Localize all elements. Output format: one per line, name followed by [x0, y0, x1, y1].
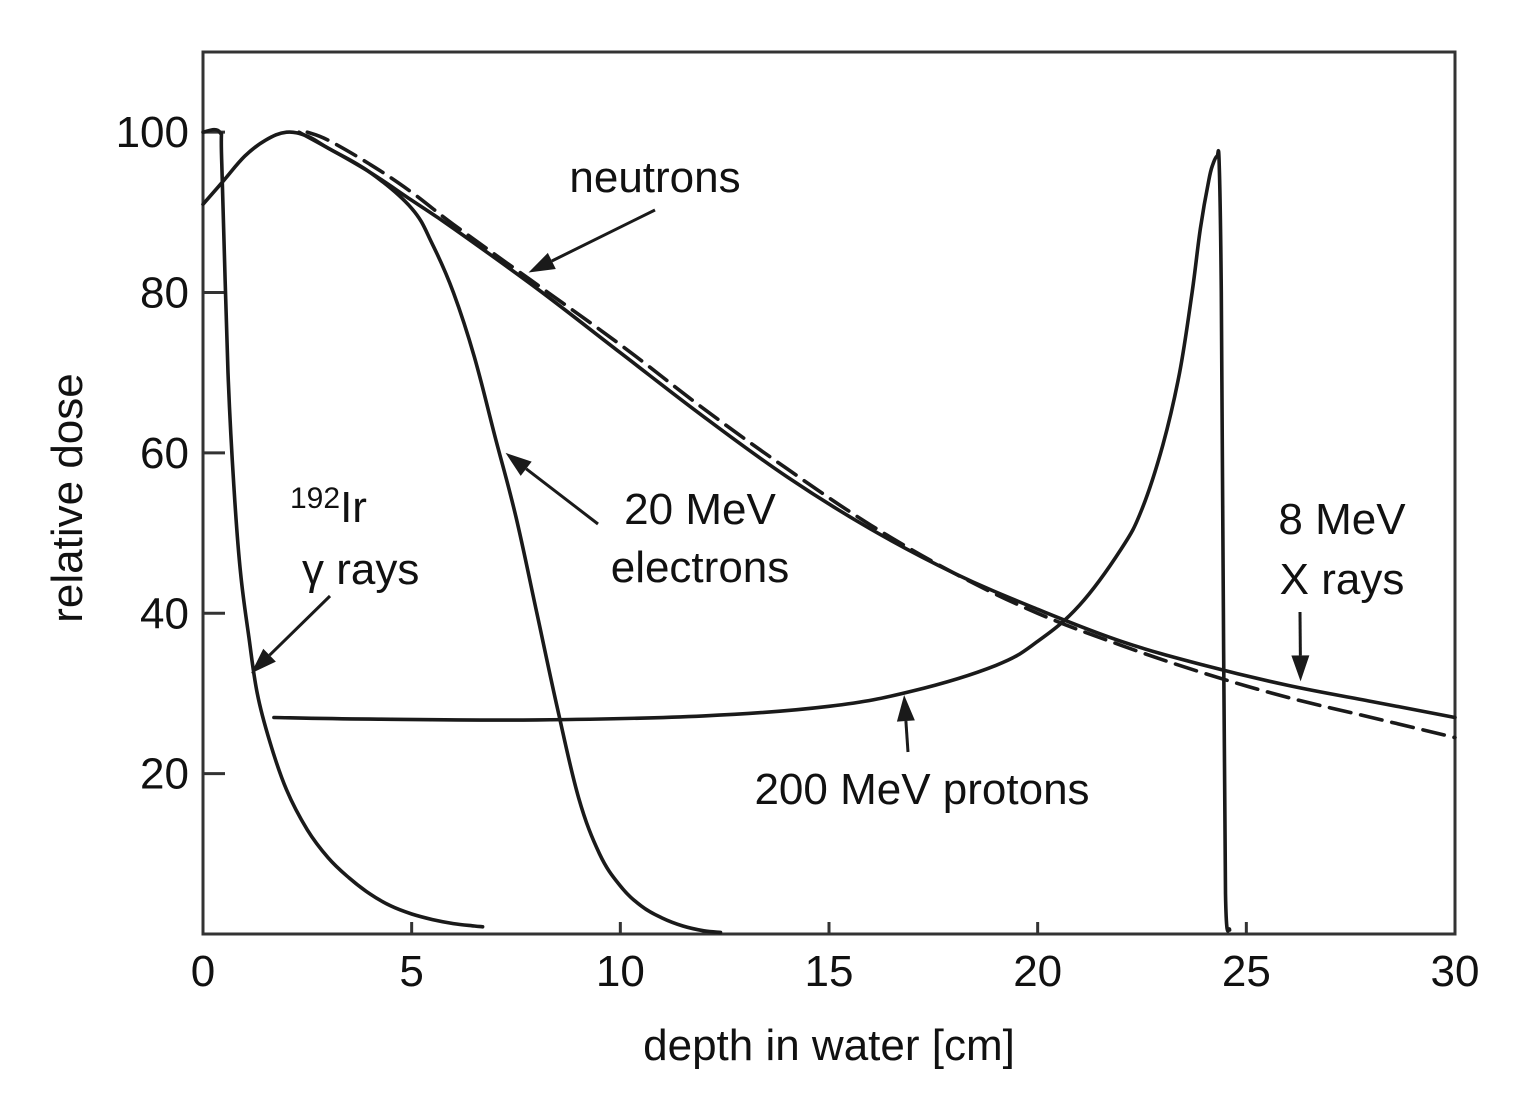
annotation-xrays-line1: 8 MeV	[1278, 495, 1406, 544]
y-axis-label: relative dose	[43, 373, 92, 622]
x-tick-label-15: 15	[805, 947, 854, 996]
x-tick-label-5: 5	[399, 947, 423, 996]
annotation-ir-gamma-superscript: 192	[290, 482, 340, 515]
y-tick-label-60: 60	[140, 429, 189, 478]
arrow-electrons	[505, 452, 599, 526]
annotation-ir-gamma-element: Ir	[340, 483, 367, 532]
curves	[201, 127, 1457, 935]
y-tick-label-100: 100	[116, 108, 189, 157]
x-tick-label-0: 0	[191, 947, 215, 996]
arrow-neutrons	[528, 208, 656, 273]
y-tick-label-20: 20	[140, 750, 189, 799]
y-tick-label-40: 40	[140, 589, 189, 638]
arrow-protons	[896, 695, 915, 753]
annotation-xrays-line2: X rays	[1280, 555, 1405, 604]
arrow-xrays	[1291, 611, 1310, 682]
tick-labels: 0 5 10 15 20 25 30 20 40 60 80 100	[116, 108, 1480, 996]
x-axis-label: depth in water [cm]	[643, 1021, 1015, 1070]
annotation-protons: 200 MeV protons	[754, 765, 1089, 814]
arrow-ir-gamma	[250, 594, 332, 674]
x-tick-label-30: 30	[1431, 947, 1480, 996]
series-neutrons	[305, 130, 1457, 740]
y-tick-label-80: 80	[140, 269, 189, 318]
series-20-mev-electrons	[201, 130, 723, 935]
annotation-ir-gamma-line2: γ rays	[302, 545, 419, 594]
annotation-ir-gamma-line1: 192Ir	[290, 482, 367, 532]
series-8-mev-x-rays	[297, 130, 1457, 720]
annotation-neutrons: neutrons	[569, 153, 740, 202]
series-200-mev-protons	[272, 149, 1232, 933]
annotation-electrons-line2: electrons	[611, 543, 790, 592]
x-tick-label-10: 10	[596, 947, 645, 996]
x-tick-label-20: 20	[1013, 947, 1062, 996]
annotation-arrows	[250, 208, 1310, 753]
x-tick-label-25: 25	[1222, 947, 1271, 996]
series-192ir-rays	[201, 127, 485, 929]
annotation-electrons-line1: 20 MeV	[624, 485, 776, 534]
